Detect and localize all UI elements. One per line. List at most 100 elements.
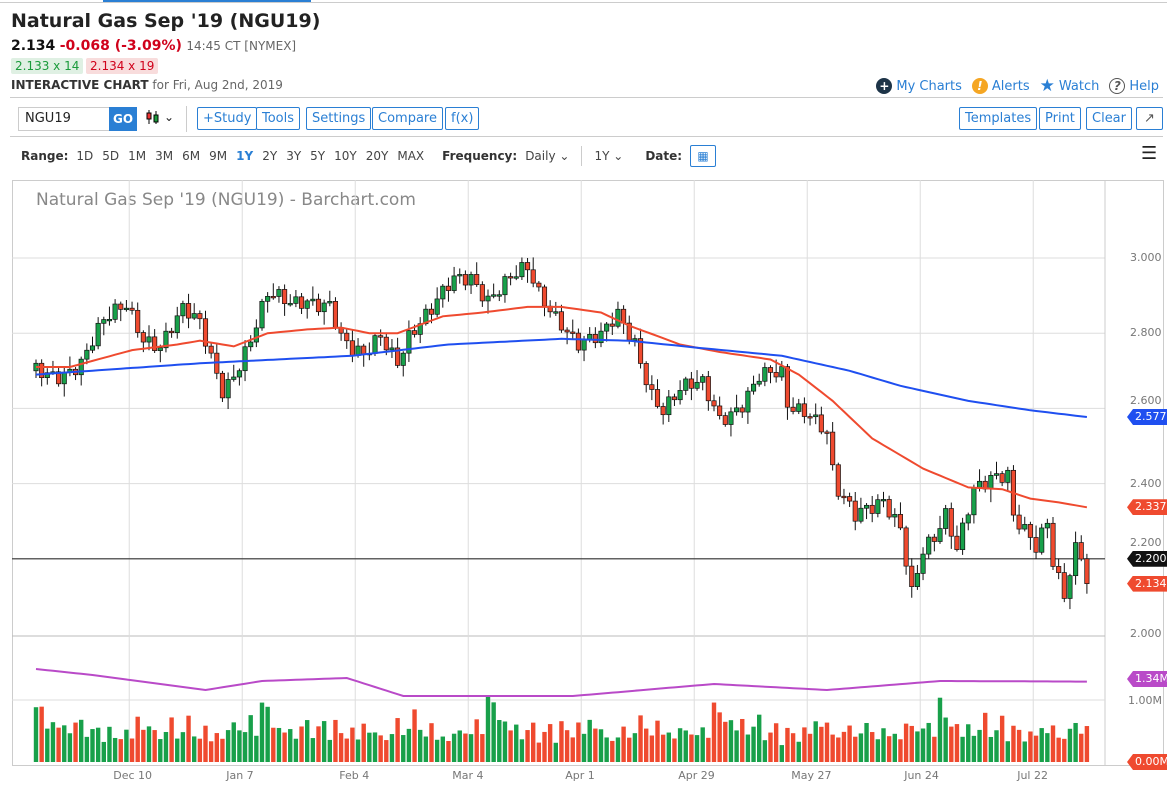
clear-button[interactable]: Clear <box>1086 107 1132 130</box>
frequency-dropdown[interactable]: Daily ⌄ <box>525 149 569 163</box>
range-option-5d[interactable]: 5D <box>102 149 120 163</box>
volume-bar <box>909 725 914 762</box>
volume-bar <box>757 714 762 762</box>
period-dropdown[interactable]: 1Y ⌄ <box>594 149 623 163</box>
range-option-5y[interactable]: 5Y <box>310 149 326 163</box>
chart-panel[interactable] <box>12 180 1164 766</box>
print-button[interactable]: Print <box>1039 107 1081 130</box>
price-change: -0.068 (-3.09%) <box>59 38 182 54</box>
my-charts-link[interactable]: + My Charts <box>876 78 962 94</box>
help-link[interactable]: ? Help <box>1109 78 1159 94</box>
volume-bar <box>1067 728 1073 762</box>
candle-body <box>445 285 452 291</box>
x-tick-label: Dec 10 <box>113 769 152 782</box>
alert-icon: ! <box>971 78 988 94</box>
settings-button[interactable]: Settings <box>306 107 372 130</box>
go-button[interactable]: GO <box>109 107 137 131</box>
candle-body <box>412 330 418 335</box>
alerts-link[interactable]: ! Alerts <box>971 78 1030 94</box>
volume-bar <box>118 739 123 762</box>
menu-icon[interactable]: ☰ <box>1141 143 1158 164</box>
y-tick-label: 2.400 <box>1130 476 1162 490</box>
volume-bar <box>723 721 728 762</box>
candle-body <box>920 553 926 574</box>
frequency-label: Frequency: <box>442 149 518 163</box>
y-tick-label: 3.000 <box>1130 251 1162 264</box>
volume-bar <box>779 745 784 762</box>
candle-body <box>276 289 282 297</box>
chart-type-dropdown[interactable]: ⌄ <box>145 110 174 124</box>
candle-body <box>976 480 983 489</box>
candle-body <box>1050 522 1056 567</box>
expand-button[interactable]: ↗ <box>1136 107 1163 130</box>
templates-button[interactable]: Templates <box>959 107 1038 130</box>
volume-bar <box>163 731 169 762</box>
volume-bar <box>926 722 931 762</box>
tools-button[interactable]: Tools <box>256 107 301 130</box>
volume-bar <box>672 738 677 762</box>
compare-button[interactable]: Compare <box>372 107 443 130</box>
volume-bar <box>915 731 920 762</box>
range-option-6m[interactable]: 6M <box>182 149 201 163</box>
volume-bar <box>429 723 434 762</box>
volume-bar <box>84 736 90 762</box>
ma50-value-tag: 2.337 <box>1127 499 1167 516</box>
range-option-max[interactable]: MAX <box>397 149 425 163</box>
volume-bar <box>531 722 536 762</box>
candle-body <box>101 319 107 324</box>
candle-body <box>434 298 440 315</box>
page-title: Natural Gas Sep '19 (NGU19) <box>11 10 321 32</box>
calendar-button[interactable]: ▦ <box>690 145 717 167</box>
volume-bar <box>1056 737 1061 762</box>
ask-badge: 2.134 x 19 <box>86 58 159 74</box>
volume-average-line <box>35 668 1087 697</box>
candle-body <box>1044 522 1050 529</box>
candle-body <box>892 514 898 518</box>
candle-body <box>654 389 661 407</box>
candle-body <box>259 300 265 329</box>
candle-body <box>756 380 762 385</box>
range-option-9m[interactable]: 9M <box>209 149 228 163</box>
candle-body <box>513 276 519 279</box>
range-option-2y[interactable]: 2Y <box>262 149 278 163</box>
x-tick-label: Mar 4 <box>452 769 484 782</box>
volume-bar <box>728 720 734 762</box>
volume-bar <box>406 728 412 762</box>
candle-body <box>671 396 678 401</box>
volume-bar <box>175 738 180 762</box>
volume-bar <box>1033 735 1039 762</box>
candle-body <box>683 378 689 391</box>
volume-bar <box>559 721 564 762</box>
volume-bar <box>480 734 485 762</box>
range-option-1d[interactable]: 1D <box>76 149 94 163</box>
range-option-20y[interactable]: 20Y <box>365 149 389 163</box>
range-option-3m[interactable]: 3M <box>155 149 174 163</box>
candle-body <box>395 347 401 366</box>
range-option-3y[interactable]: 3Y <box>286 149 302 163</box>
volume-bar <box>796 741 801 762</box>
range-option-1y[interactable]: 1Y <box>236 149 254 163</box>
volume-bar <box>73 722 78 762</box>
volume-bar <box>254 735 259 762</box>
watch-link[interactable]: ★ Watch <box>1040 76 1100 96</box>
candle-body <box>818 414 824 433</box>
candle-body <box>293 296 299 304</box>
candle-body <box>530 269 536 284</box>
volume-bar <box>79 719 84 762</box>
volume-bar <box>920 728 926 762</box>
function-button[interactable]: f(x) <box>445 107 480 130</box>
candle-body <box>711 400 717 407</box>
chart-date: for Fri, Aug 2nd, 2019 <box>152 78 283 92</box>
candle-body <box>553 311 559 314</box>
volume-bar <box>1016 729 1022 762</box>
candle-body <box>705 376 711 402</box>
candle-body <box>993 473 1000 476</box>
range-option-10y[interactable]: 10Y <box>334 149 357 163</box>
range-option-1m[interactable]: 1M <box>128 149 147 163</box>
candle-body <box>694 381 700 389</box>
volume-bar <box>508 730 513 762</box>
volume-bar <box>112 737 118 762</box>
volume-bar <box>146 726 152 762</box>
candle-body <box>106 318 113 322</box>
